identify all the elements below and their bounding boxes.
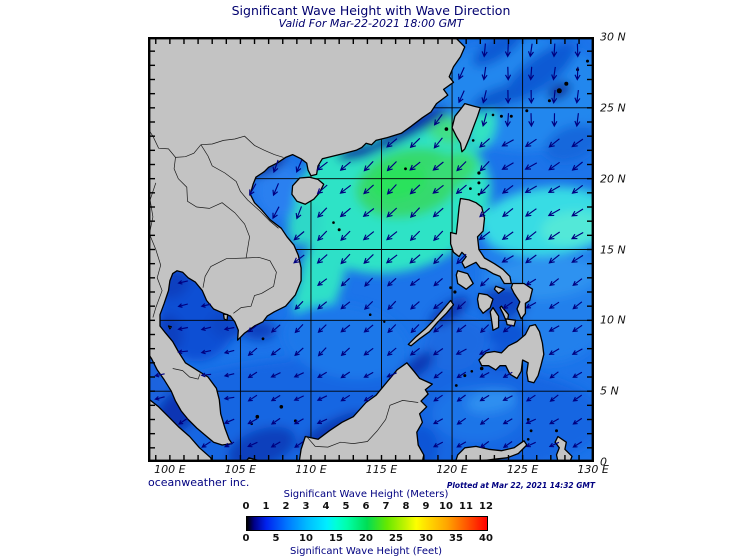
legend-meters-tick: 3 [302, 501, 310, 512]
chart-subtitle: Valid For Mar-22-2021 18:00 GMT [278, 17, 464, 30]
map-frame [148, 37, 594, 462]
legend-meters-tick: 9 [422, 501, 430, 512]
map-canvas [148, 37, 594, 462]
y-axis-tick-label: 20 N [600, 172, 626, 186]
legend-feet-tick: 20 [359, 533, 373, 544]
legend-feet-tick: 30 [419, 533, 433, 544]
x-axis-tick-label: 110 E [295, 463, 327, 476]
credit-text: oceanweather inc. [148, 476, 250, 489]
legend-meters-tick: 8 [402, 501, 410, 512]
legend-feet-ticks: 0 5 10 15 20 25 30 35 40 [243, 533, 493, 545]
legend-meters-tick: 4 [322, 501, 330, 512]
legend-feet-tick: 40 [479, 533, 493, 544]
chart-title: Significant Wave Height with Wave Direct… [231, 3, 511, 18]
legend-meters-tick: 6 [362, 501, 370, 512]
legend-meters-tick: 7 [382, 501, 390, 512]
x-axis-tick-label: 115 E [365, 463, 398, 476]
plotted-note: Plotted at Mar 22, 2021 14:32 GMT [446, 481, 595, 490]
legend-feet-tick: 35 [449, 533, 463, 544]
legend-meters-tick: 1 [262, 501, 270, 512]
legend-feet-tick: 15 [329, 533, 343, 544]
legend-meters-tick: 5 [342, 501, 350, 512]
legend-feet-tick: 10 [299, 533, 313, 544]
legend-meters-label: Significant Wave Height (Meters) [283, 489, 449, 500]
x-axis-tick-label: 105 E [224, 463, 257, 476]
x-axis-tick-label: 100 E [154, 463, 186, 476]
country-borders [149, 129, 419, 448]
legend-meters-tick: 2 [282, 501, 290, 512]
legend-colorbar [246, 516, 488, 531]
legend-meters-tick: 12 [479, 501, 493, 512]
legend-meters-ticks: 0 1 2 3 4 5 6 7 8 9 10 11 12 [243, 501, 493, 513]
y-axis-tick-label: 30 N [600, 30, 626, 44]
legend-feet-label: Significant Wave Height (Feet) [289, 546, 443, 557]
y-axis-tick-label: 0 [600, 455, 607, 469]
legend-meters-tick: 0 [242, 501, 250, 512]
x-axis-tick-label: 130 E [577, 463, 609, 476]
wave-direction-arrows [154, 43, 584, 449]
y-axis-tick-label: 25 N [600, 101, 626, 115]
legend-feet-tick: 25 [389, 533, 403, 544]
legend-meters-tick: 11 [459, 501, 473, 512]
x-axis-tick-label: 120 E [436, 463, 468, 476]
y-axis-tick-label: 5 N [600, 384, 619, 398]
legend-feet-tick: 0 [242, 533, 250, 544]
small-islands [250, 59, 589, 441]
y-axis-tick-label: 15 N [600, 243, 626, 256]
legend-feet-tick: 5 [272, 533, 280, 544]
legend-meters-tick: 10 [439, 501, 453, 512]
x-axis-tick-label: 125 E [506, 463, 539, 476]
y-axis-tick-label: 10 N [600, 313, 626, 327]
